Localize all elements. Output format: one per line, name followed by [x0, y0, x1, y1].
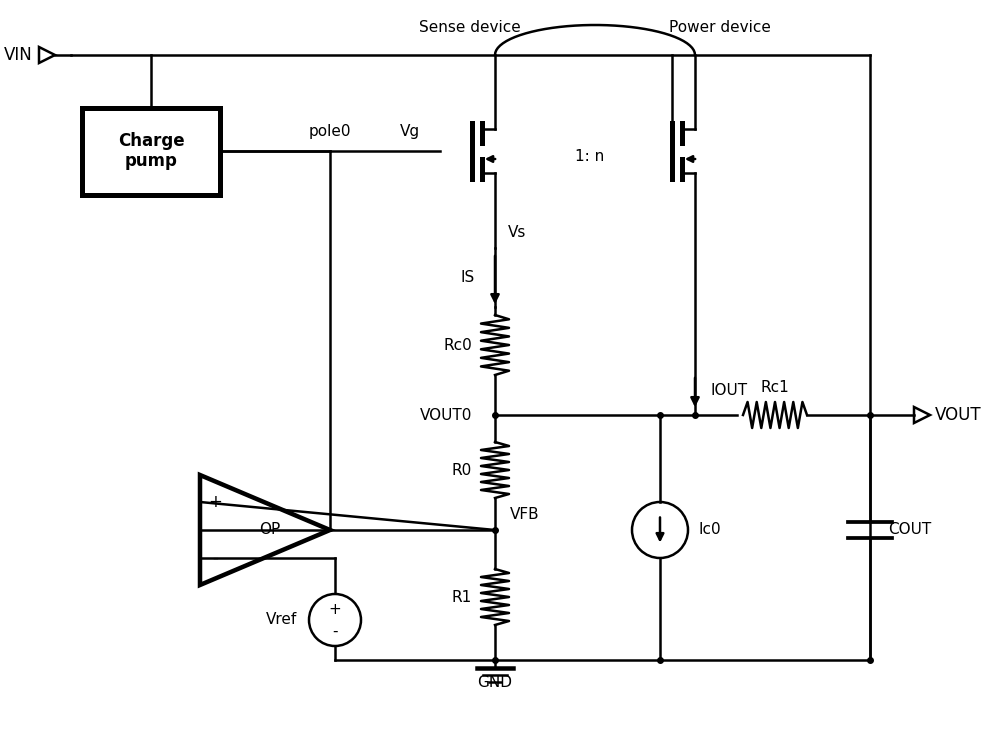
Text: Power device: Power device	[669, 20, 771, 35]
Text: Ic0: Ic0	[698, 523, 721, 537]
Text: IS: IS	[461, 270, 475, 284]
Text: Charge
pump: Charge pump	[118, 132, 184, 171]
Text: GND: GND	[478, 675, 512, 690]
Text: R0: R0	[452, 462, 472, 477]
Text: -: -	[332, 623, 338, 639]
Text: Vs: Vs	[508, 225, 526, 240]
Text: +: +	[329, 601, 341, 617]
Text: VOUT0: VOUT0	[420, 408, 472, 423]
Text: Rc0: Rc0	[443, 338, 472, 353]
Text: OP: OP	[259, 523, 281, 537]
Text: +: +	[208, 493, 222, 511]
Text: Sense device: Sense device	[419, 20, 521, 35]
Text: 1: n: 1: n	[575, 149, 605, 163]
Text: VOUT: VOUT	[935, 406, 982, 424]
Text: R1: R1	[452, 590, 472, 604]
Text: Vref: Vref	[266, 612, 297, 628]
Text: Rc1: Rc1	[761, 380, 789, 395]
Text: COUT: COUT	[888, 523, 931, 537]
FancyBboxPatch shape	[82, 108, 220, 195]
Text: -: -	[212, 549, 218, 567]
Text: VFB: VFB	[510, 507, 540, 522]
Text: IOUT: IOUT	[710, 383, 747, 397]
Text: Vg: Vg	[400, 124, 420, 139]
Text: pole0: pole0	[309, 124, 351, 139]
Text: VIN: VIN	[4, 46, 33, 64]
